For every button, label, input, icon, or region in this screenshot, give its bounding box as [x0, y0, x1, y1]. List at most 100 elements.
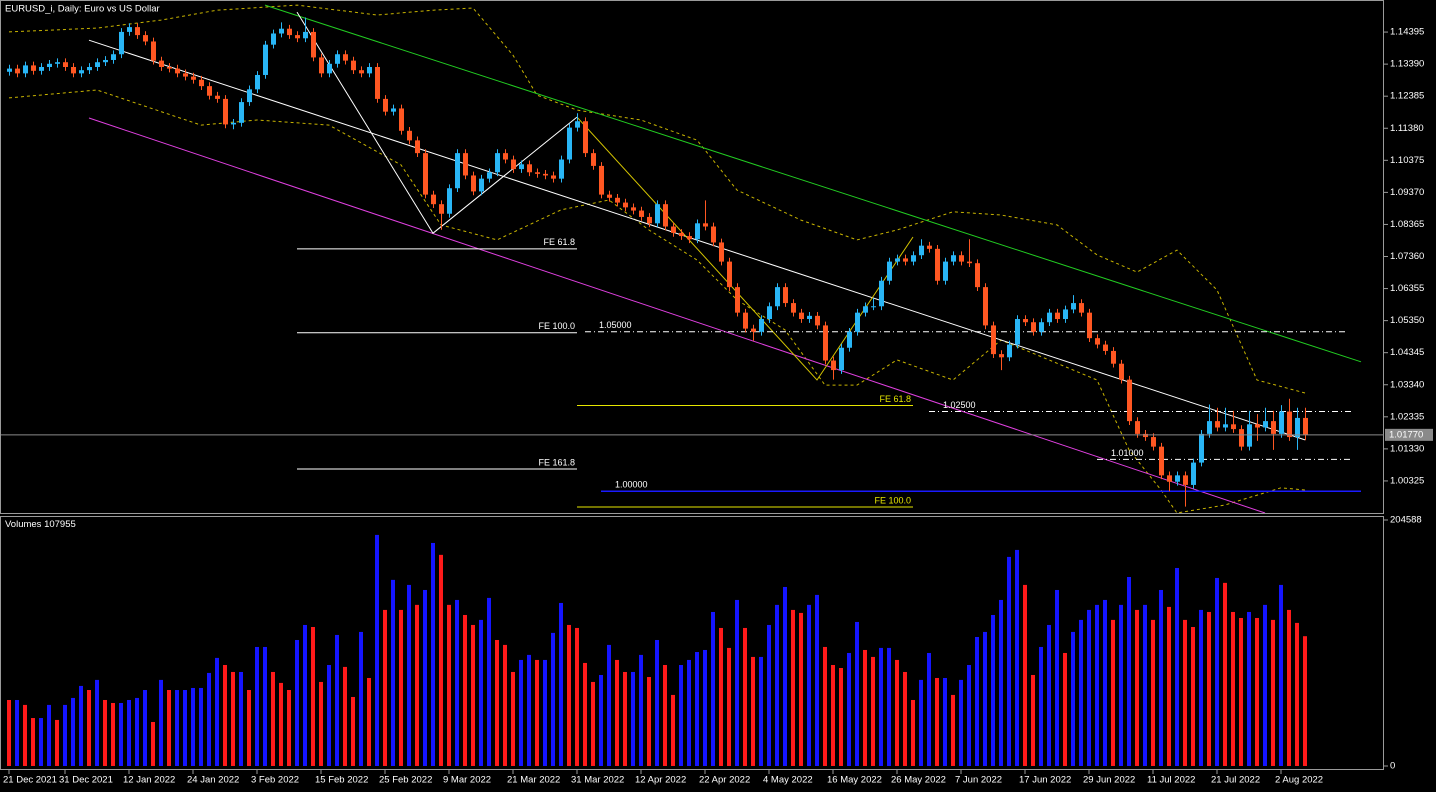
- volume-bar: [1063, 652, 1067, 766]
- candle-body: [543, 173, 548, 176]
- trend-line: [296, 11, 578, 234]
- candle-body: [983, 287, 988, 326]
- level-label: FE 61.8: [879, 394, 911, 404]
- x-tick-label: 9 Mar 2022: [443, 775, 491, 786]
- candle-body: [399, 108, 404, 131]
- candle-body: [1119, 363, 1124, 380]
- plots: FE 61.8 FE 100.0 FE 161.8 FE 61.8 FE 100.0 1.…: [1, 4, 1433, 786]
- volume-bar: [959, 679, 963, 766]
- candle-body: [63, 62, 68, 67]
- volume-bar: [927, 652, 931, 766]
- candle-body: [383, 98, 388, 112]
- candle-body: [1071, 303, 1076, 310]
- candle-body: [151, 41, 156, 61]
- price-plot: FE 61.8 FE 100.0 FE 161.8 FE 61.8 FE 100.0 1.…: [7, 4, 1362, 513]
- y-tick-label: 1.00325: [1390, 475, 1424, 486]
- volume-bar: [719, 627, 723, 766]
- candle-body: [1239, 429, 1244, 447]
- volume-bar: [167, 690, 171, 766]
- candle-body: [327, 63, 332, 74]
- candle-body: [663, 204, 668, 227]
- candle-body: [927, 245, 932, 249]
- volume-bar: [151, 721, 155, 766]
- candle-body: [503, 153, 508, 160]
- candle-body: [367, 66, 372, 74]
- candle-body: [359, 70, 364, 74]
- level-label: FE 100.0: [874, 495, 911, 505]
- volume-tick-label: 204588: [1390, 515, 1422, 526]
- level-label: 1.00000: [615, 480, 648, 490]
- volume-bar: [175, 690, 179, 766]
- volume-bar: [1191, 627, 1195, 766]
- x-tick-label: 12 Apr 2022: [635, 775, 686, 786]
- volume-bar: [1015, 549, 1019, 766]
- volume-bar: [1111, 619, 1115, 766]
- volume-bar: [623, 671, 627, 766]
- volume-bar: [455, 599, 459, 766]
- volume-bar: [31, 718, 35, 766]
- candle-body: [831, 360, 836, 371]
- candle-body: [1215, 421, 1220, 428]
- candle-body: [519, 164, 524, 170]
- candle-body: [1271, 421, 1276, 434]
- volume-bar: [575, 627, 579, 766]
- candle-body: [119, 31, 124, 55]
- volume-bar: [935, 677, 939, 766]
- candle-body: [127, 27, 132, 32]
- candle-body: [959, 255, 964, 262]
- x-tick-label: 21 Jul 2022: [1211, 775, 1260, 786]
- volume-tick-label: 0: [1390, 761, 1395, 772]
- y-tick-label: 1.08365: [1390, 219, 1424, 230]
- current-price-box: [1385, 428, 1433, 441]
- candle-body: [247, 89, 252, 103]
- volume-bar: [983, 631, 987, 766]
- volume-bar: [127, 699, 131, 766]
- y-tick-label: 1.07360: [1390, 251, 1424, 262]
- candle-body: [143, 35, 148, 42]
- candle-body: [463, 153, 468, 176]
- candle-body: [791, 303, 796, 313]
- candle-body: [935, 248, 940, 281]
- volume-bar: [7, 699, 11, 766]
- volume-bar: [279, 682, 283, 766]
- volume-bar: [263, 646, 267, 766]
- volume-bar: [1023, 584, 1027, 766]
- volume-bar: [1135, 609, 1139, 766]
- volume-bar: [495, 639, 499, 766]
- volume-bar: [255, 646, 259, 766]
- candle-body: [1207, 421, 1212, 434]
- y-tick-label: 1.12385: [1390, 91, 1424, 102]
- volume-bar: [71, 697, 75, 766]
- candle-body: [1055, 312, 1060, 320]
- volume-bar: [55, 719, 59, 766]
- candle-body: [287, 28, 292, 36]
- volume-bar: [135, 697, 139, 766]
- volume-bar: [1095, 604, 1099, 766]
- volume-name: Volumes: [5, 519, 42, 530]
- candle-body: [1199, 433, 1204, 463]
- y-tick-label: 1.04345: [1390, 347, 1424, 358]
- candle-body: [423, 153, 428, 195]
- volume-bar: [703, 649, 707, 766]
- candle-body: [23, 65, 28, 74]
- volume-bar: [551, 632, 555, 766]
- candle-body: [103, 59, 108, 63]
- candle-body: [999, 354, 1004, 358]
- candle-body: [1031, 322, 1036, 332]
- volume-bar: [1271, 619, 1275, 766]
- candle-body: [111, 54, 116, 60]
- volume-bar: [239, 671, 243, 766]
- candle-body: [943, 261, 948, 281]
- candle-body: [783, 287, 788, 304]
- candle-body: [919, 245, 924, 256]
- candle-body: [295, 35, 300, 39]
- x-tick-label: 31 Mar 2022: [571, 775, 624, 786]
- level-label: FE 161.8: [538, 457, 575, 467]
- candle-body: [903, 258, 908, 262]
- candle-body: [1079, 303, 1084, 313]
- volume-bar: [47, 704, 51, 766]
- candle-body: [1223, 424, 1228, 428]
- volume-bar: [95, 679, 99, 766]
- volume-bar: [223, 664, 227, 766]
- volume-bar: [823, 646, 827, 766]
